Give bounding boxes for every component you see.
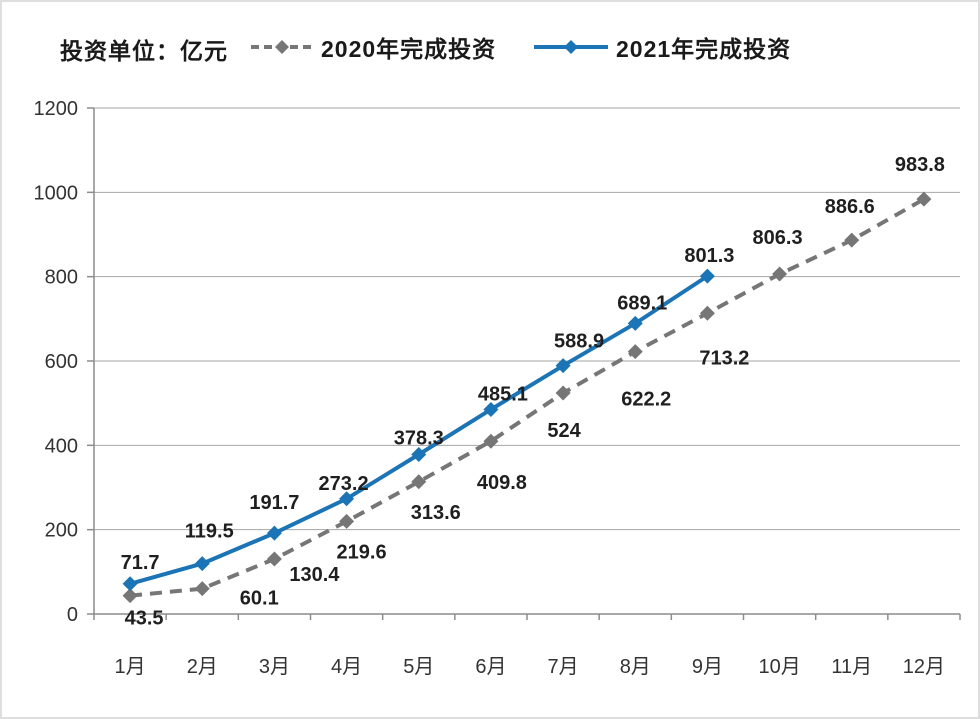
svg-text:0: 0: [67, 604, 78, 626]
svg-text:219.6: 219.6: [337, 541, 387, 563]
svg-text:2月: 2月: [187, 656, 218, 678]
legend-item-2020: 2020年完成投资: [250, 30, 496, 64]
legend-2021-label: 2021年完成投资: [616, 36, 792, 62]
svg-text:71.7: 71.7: [121, 552, 160, 574]
svg-text:400: 400: [45, 435, 78, 457]
svg-text:983.8: 983.8: [895, 154, 945, 176]
legend-item-2021: 2021年完成投资: [533, 30, 791, 64]
svg-text:273.2: 273.2: [319, 473, 369, 495]
svg-text:1200: 1200: [34, 98, 79, 120]
svg-text:130.4: 130.4: [289, 564, 340, 586]
svg-text:622.2: 622.2: [621, 389, 671, 411]
svg-text:11月: 11月: [831, 656, 872, 678]
svg-text:43.5: 43.5: [125, 608, 164, 630]
svg-text:713.2: 713.2: [699, 347, 749, 369]
svg-text:4月: 4月: [331, 656, 362, 678]
svg-text:588.9: 588.9: [554, 331, 604, 353]
svg-text:12月: 12月: [903, 656, 945, 678]
legend-2021-solid-line-icon: [534, 40, 608, 54]
svg-text:7月: 7月: [548, 656, 579, 678]
svg-text:200: 200: [45, 520, 78, 542]
svg-text:8月: 8月: [620, 656, 651, 678]
svg-text:60.1: 60.1: [240, 588, 279, 610]
svg-text:600: 600: [45, 351, 78, 373]
svg-text:1月: 1月: [115, 656, 146, 678]
legend-2020-label: 2020年完成投资: [321, 36, 497, 62]
svg-text:886.6: 886.6: [825, 196, 875, 218]
svg-text:10月: 10月: [758, 656, 800, 678]
svg-text:689.1: 689.1: [617, 292, 667, 314]
svg-text:9月: 9月: [692, 656, 723, 678]
svg-text:119.5: 119.5: [185, 521, 234, 543]
svg-text:800: 800: [45, 267, 78, 289]
svg-text:3月: 3月: [259, 656, 290, 678]
unit-label: 投资单位：亿元: [60, 38, 228, 64]
svg-text:485.1: 485.1: [478, 383, 528, 405]
svg-text:191.7: 191.7: [249, 492, 299, 514]
svg-text:524: 524: [547, 420, 581, 442]
svg-text:378.3: 378.3: [394, 427, 444, 449]
legend-2020-dashed-line-icon: [251, 40, 313, 54]
svg-text:313.6: 313.6: [411, 502, 461, 524]
svg-text:806.3: 806.3: [753, 227, 803, 249]
svg-text:1000: 1000: [34, 182, 79, 204]
svg-text:5月: 5月: [403, 656, 434, 678]
svg-text:801.3: 801.3: [684, 245, 734, 267]
svg-text:6月: 6月: [475, 656, 506, 678]
svg-text:409.8: 409.8: [477, 472, 527, 494]
